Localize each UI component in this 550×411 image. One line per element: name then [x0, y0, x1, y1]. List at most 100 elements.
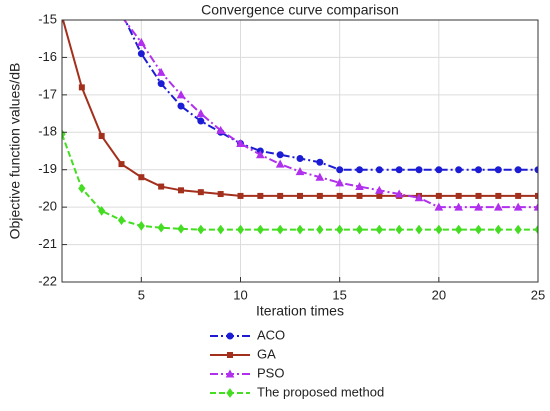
legend-label: GA — [257, 346, 276, 361]
marker — [316, 158, 324, 166]
marker — [136, 37, 146, 46]
y-tick-label: -18 — [38, 124, 57, 139]
marker — [137, 221, 145, 231]
legend-label: ACO — [257, 327, 285, 342]
marker — [157, 222, 165, 233]
marker — [137, 50, 145, 58]
marker — [355, 224, 364, 235]
legend-label: The proposed method — [257, 384, 384, 399]
marker — [227, 352, 233, 358]
marker — [98, 133, 105, 140]
y-tick-label: -22 — [38, 273, 57, 288]
marker — [336, 166, 344, 174]
marker — [157, 80, 165, 88]
marker — [197, 117, 205, 125]
y-tick-label: -20 — [38, 199, 57, 214]
marker — [296, 224, 304, 235]
marker — [435, 224, 443, 235]
marker — [117, 215, 126, 226]
marker — [217, 224, 225, 235]
marker — [158, 183, 165, 190]
marker — [257, 192, 264, 199]
marker — [514, 224, 522, 235]
marker — [98, 206, 106, 216]
marker — [533, 202, 538, 211]
marker — [256, 224, 264, 235]
marker — [534, 224, 538, 235]
marker — [415, 166, 423, 174]
marker — [217, 191, 224, 198]
x-axis-label: Iteration times — [256, 303, 344, 319]
plot-frame — [61, 19, 539, 283]
marker — [138, 174, 145, 181]
y-axis-label: Objective function values/dB — [7, 63, 23, 240]
marker — [395, 224, 403, 235]
marker — [177, 224, 185, 234]
marker — [118, 13, 125, 20]
marker — [197, 224, 205, 235]
marker — [315, 172, 325, 181]
marker — [275, 159, 285, 168]
marker — [515, 192, 522, 199]
marker — [494, 166, 502, 174]
marker — [455, 166, 463, 174]
marker — [495, 192, 502, 199]
marker — [255, 150, 265, 159]
chart-title: Convergence curve comparison — [201, 2, 399, 18]
marker — [455, 224, 463, 235]
marker — [434, 202, 444, 211]
marker — [156, 67, 166, 76]
marker — [225, 369, 235, 378]
marker — [119, 10, 125, 16]
marker — [475, 192, 482, 199]
marker — [474, 202, 483, 211]
plot-area — [60, 0, 538, 282]
marker — [236, 224, 245, 235]
marker — [78, 183, 86, 194]
marker — [60, 14, 65, 19]
y-tick-label: -21 — [38, 236, 57, 251]
marker — [295, 167, 305, 176]
marker — [98, 0, 105, 4]
marker — [394, 189, 404, 198]
marker — [455, 192, 462, 199]
legend-label: PSO — [257, 365, 284, 380]
marker — [535, 192, 538, 199]
marker — [78, 84, 85, 91]
x-tick-label: 20 — [432, 287, 446, 302]
marker — [196, 109, 206, 118]
marker — [494, 224, 502, 235]
marker — [237, 192, 244, 199]
x-tick-label: 25 — [531, 287, 545, 302]
marker — [454, 202, 464, 211]
marker — [335, 178, 345, 187]
marker — [356, 166, 363, 174]
x-tick-label: 10 — [233, 287, 247, 302]
marker — [178, 187, 184, 194]
y-tick-label: -16 — [38, 49, 57, 64]
marker — [475, 166, 482, 174]
marker — [356, 192, 363, 199]
marker — [336, 224, 344, 235]
marker — [276, 224, 284, 235]
marker — [216, 125, 226, 134]
marker — [493, 202, 503, 211]
plot-background — [62, 20, 538, 282]
marker — [376, 192, 383, 199]
marker — [395, 166, 403, 174]
marker — [435, 192, 442, 199]
marker — [226, 332, 234, 340]
marker — [276, 151, 284, 159]
y-tick-label: -15 — [38, 11, 57, 26]
marker — [513, 202, 523, 211]
x-tick-label: 5 — [138, 287, 145, 302]
marker — [316, 224, 324, 235]
marker — [534, 166, 538, 174]
marker — [514, 166, 522, 174]
marker — [435, 166, 443, 174]
marker — [197, 189, 204, 196]
x-tick-label: 15 — [332, 287, 346, 302]
marker — [118, 161, 125, 168]
marker — [375, 166, 383, 174]
